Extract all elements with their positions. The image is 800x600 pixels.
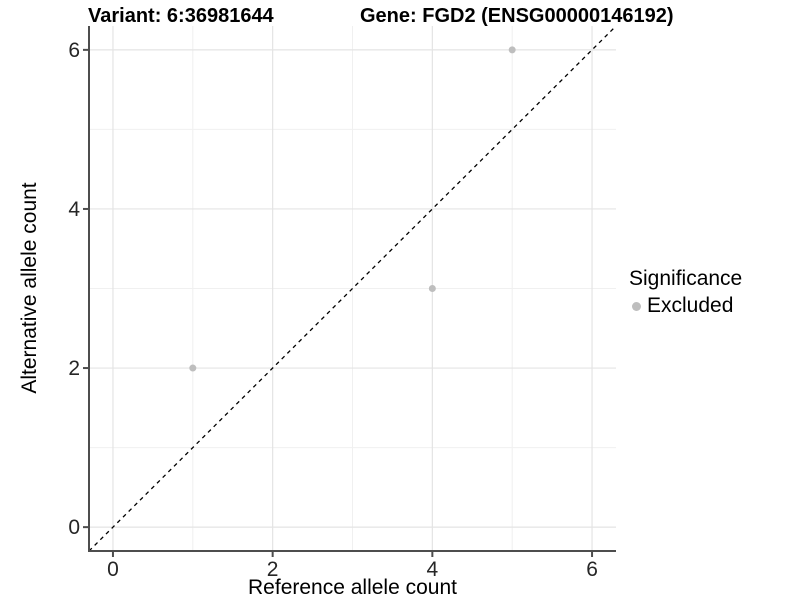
x-tick-label: 4 [427,558,439,581]
identity-line [88,25,617,552]
y-tick-label: 4 [68,198,80,221]
y-tick-label: 6 [68,39,80,62]
data-point [508,46,516,54]
y-tick-label: 0 [68,516,80,539]
plot-title-gene: Gene: FGD2 (ENSG00000146192) [360,5,674,27]
x-tick-label: 2 [267,558,279,581]
legend-title: Significance [629,267,743,290]
y-axis-title: Alternative allele count [18,182,41,394]
x-tick-label: 6 [586,558,598,581]
legend-entry-label: Excluded [647,294,734,317]
y-tick-label: 2 [68,357,80,380]
x-tick-label: 0 [107,558,119,581]
legend: Significance Excluded [629,266,742,318]
data-point [189,364,197,372]
plot-title-variant: Variant: 6:36981644 [88,5,274,27]
legend-key-dot-icon [632,301,641,311]
data-point [428,285,436,292]
x-axis-title: Reference allele count [248,576,457,599]
legend-entry: Excluded [629,294,742,318]
